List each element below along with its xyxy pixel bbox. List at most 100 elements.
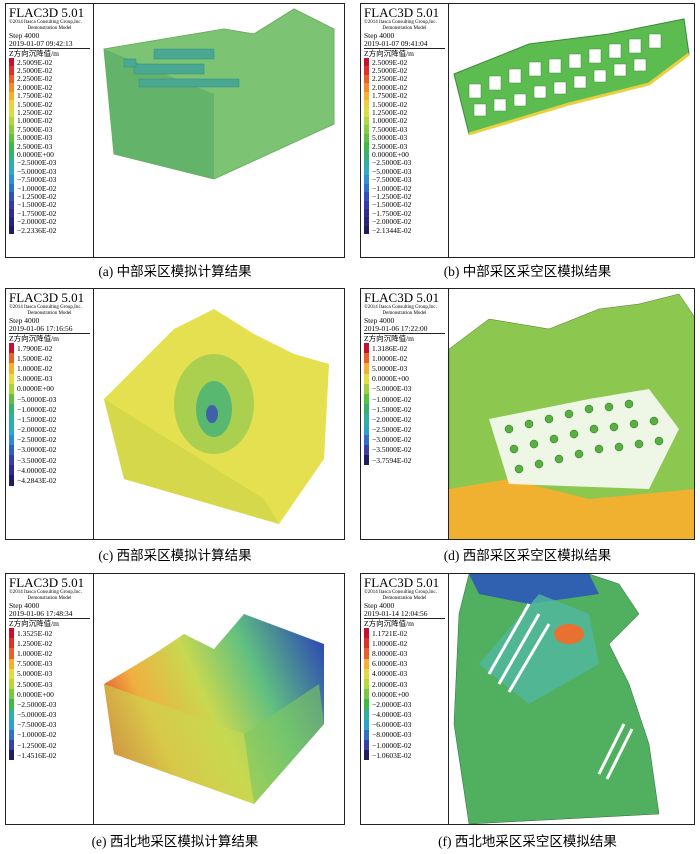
header-step: Step 4000	[364, 31, 395, 40]
legend-swatch	[9, 455, 14, 466]
legend-swatch	[9, 150, 14, 159]
legend-label: 7.5000E-03	[372, 124, 408, 134]
legend-label: −8.0000E-03	[372, 730, 412, 740]
legend-entry: −7.5000E-03	[364, 175, 445, 184]
legend-label: 1.0000E-02	[17, 363, 53, 373]
legend-label: 5.0000E-03	[372, 133, 408, 143]
legend-swatch	[9, 99, 14, 109]
legend-entry: −7.5000E-03	[9, 175, 90, 185]
model-image	[104, 614, 324, 804]
legend-swatch	[364, 200, 369, 210]
legend-swatch	[364, 404, 369, 415]
legend-label: 1.2500E-02	[17, 108, 53, 118]
legend-swatch	[364, 192, 369, 201]
legend-entry: 1.5000E-02	[364, 100, 445, 109]
legend-swatch	[9, 343, 14, 354]
legend-swatch	[9, 414, 14, 425]
legend-entry: −2.5000E-02	[364, 424, 445, 435]
legend-label: −7.5000E-03	[17, 175, 57, 185]
legend-entry: −4.2843E-02	[9, 475, 90, 486]
legend-swatch	[364, 133, 369, 142]
header-model: Demonstration Model	[27, 26, 72, 31]
legend-swatch	[364, 740, 369, 751]
legend-label: −6.0000E-03	[372, 720, 412, 730]
legend-swatch	[9, 668, 14, 679]
legend-label: 1.0000E-02	[17, 116, 53, 126]
legend-swatch	[9, 658, 14, 669]
legend-swatch	[9, 141, 14, 151]
legend: FLAC3D 5.01 ©2014 Itasca Consulting Group…	[361, 574, 449, 824]
legend-entry: 0.0000E+00	[9, 689, 90, 700]
header-title: FLAC3D 5.01	[9, 5, 85, 20]
legend-entry: −5.0000E-03	[9, 709, 90, 720]
legend-label: 8.0000E-03	[372, 648, 408, 658]
legend-entry: −2.5000E-03	[9, 699, 90, 710]
legend-swatch	[364, 175, 369, 184]
legend-entry: 7.5000E-03	[9, 658, 90, 669]
legend-title: Z方向沉降值/m	[364, 49, 414, 58]
model-image	[453, 18, 690, 136]
legend: FLAC3D 5.01 ©2014 Itasca Consulting Group…	[6, 574, 94, 824]
header-title: FLAC3D 5.01	[9, 290, 85, 305]
legend-entry: 5.0000E-03	[364, 133, 445, 143]
legend-label: −5.0000E-03	[17, 166, 57, 176]
panel: FLAC3D 5.01 ©2014 Itasca Consulting Group…	[360, 288, 695, 540]
header-model: Demonstration Model	[382, 311, 427, 316]
legend-swatch	[364, 668, 369, 679]
legend-entry: 2.2500E-02	[9, 74, 90, 83]
legend-swatch	[9, 83, 14, 92]
legend-entry: 2.0000E-02	[9, 83, 90, 92]
legend-label: 7.5000E-03	[17, 124, 53, 134]
legend-entry: 2.5000E-02	[9, 66, 90, 76]
legend-entry: −2.1344E-02	[364, 226, 445, 235]
legend-label: −2.5000E-03	[17, 699, 57, 709]
legend-entry: −1.5000E-02	[364, 404, 445, 415]
header-model: Demonstration Model	[27, 311, 72, 316]
legend-entry: 1.3186E-02	[364, 343, 445, 354]
legend-swatch	[364, 141, 369, 151]
legend-swatch	[9, 125, 14, 134]
legend-label: 2.5000E-02	[17, 66, 53, 76]
legend-swatch	[364, 750, 369, 761]
legend-swatch	[364, 414, 369, 425]
legend-swatch	[9, 383, 14, 394]
legend-label: −1.0000E-02	[17, 730, 57, 740]
header-date: 2019-01-07 09:42:13	[9, 40, 90, 49]
legend-label: −1.0603E-02	[372, 750, 412, 760]
legend-swatch	[9, 709, 14, 720]
legend-label: 0.0000E+00	[17, 689, 54, 699]
legend-label: −1.7500E-02	[372, 208, 412, 218]
legend-label: 1.0000E-02	[372, 353, 408, 363]
legend-label: 5.0000E-03	[17, 133, 53, 143]
legend-entry: −3.7594E-02	[364, 455, 445, 466]
legend-entry: −4.0000E-03	[364, 709, 445, 720]
legend-label: 2.5000E-03	[17, 679, 53, 689]
legend-entry: −1.5000E-02	[9, 414, 90, 425]
legend-swatch	[9, 116, 14, 126]
legend-entry: 1.7900E-02	[9, 343, 90, 354]
legend-swatch	[364, 689, 369, 700]
legend-label: −1.5000E-02	[372, 404, 412, 414]
legend-entry: 2.2500E-02	[364, 74, 445, 84]
caption: (a) 中部采区模拟计算结果	[98, 264, 252, 279]
legend-entry: 5.0000E-03	[9, 133, 90, 143]
legend-label: 1.7900E-02	[17, 343, 53, 353]
legend-entry: 5.0000E-03	[9, 668, 90, 679]
legend-label: −1.5000E-02	[17, 414, 57, 424]
legend-label: −7.5000E-03	[17, 720, 57, 730]
header-date: 2019-01-14 12:04:56	[364, 610, 445, 619]
legend-swatch	[364, 74, 369, 84]
legend-swatch	[364, 343, 369, 354]
legend-label: −2.0000E-02	[17, 425, 57, 435]
legend-label: 2.0000E-03	[372, 679, 408, 689]
legend-entry: 7.5000E-03	[9, 124, 90, 134]
legend-label: −1.2500E-02	[17, 740, 57, 750]
legend-entry: −1.2500E-02	[9, 740, 90, 751]
legend-swatch	[9, 740, 14, 751]
header-date: 2019-01-06 17:48:34	[9, 610, 90, 619]
legend-label: −3.5000E-02	[17, 455, 57, 465]
model-image	[449, 289, 694, 539]
caption: (f) 西北地采区采空区模拟结果	[438, 834, 617, 849]
legend-entry: 1.5000E-02	[9, 99, 90, 109]
header-title: FLAC3D 5.01	[9, 575, 85, 590]
